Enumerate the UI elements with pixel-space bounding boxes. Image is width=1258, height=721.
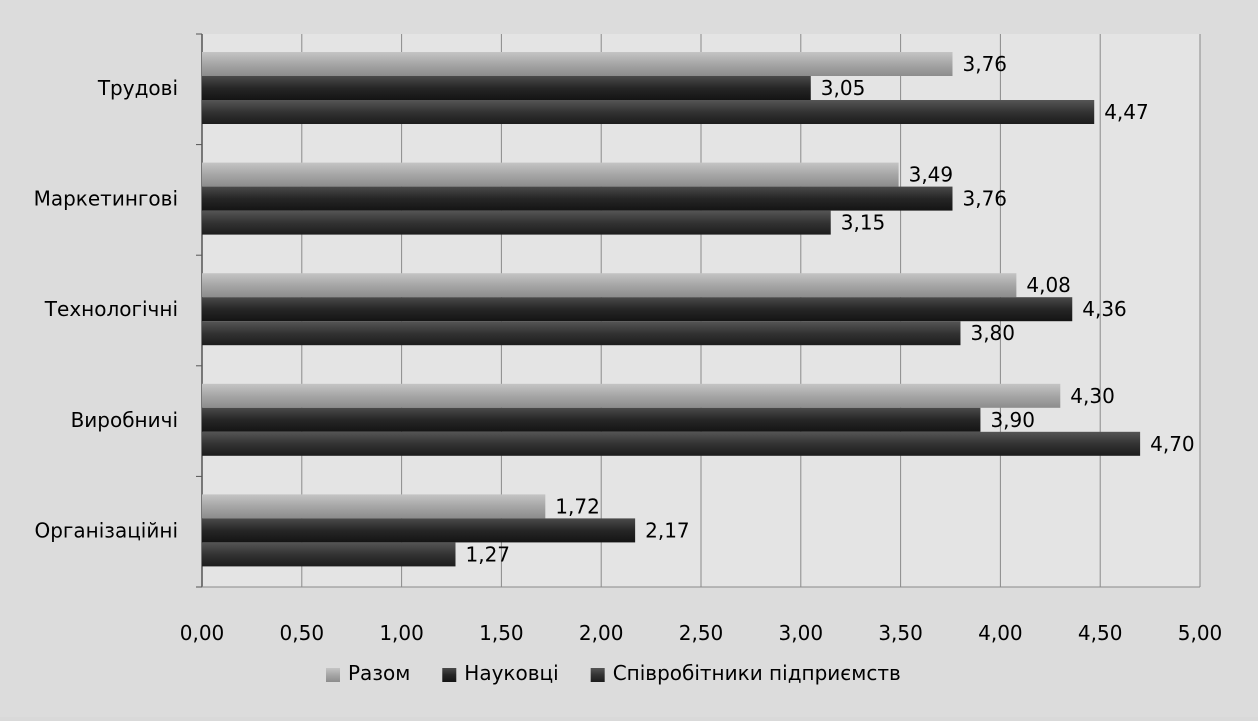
x-tick-label: 0,00 xyxy=(180,621,225,645)
bar xyxy=(202,52,953,76)
bar xyxy=(202,100,1095,124)
data-label: 4,70 xyxy=(1150,432,1195,456)
data-labels: 3,76 3,05 4,47 3,49 3,76 3,15 4,08 4,36 3,80 4,30… xyxy=(465,52,1194,566)
bar xyxy=(202,297,1073,322)
data-label: 1,27 xyxy=(465,542,510,566)
data-label: 4,30 xyxy=(1070,384,1115,408)
x-tick-label: 5,00 xyxy=(1178,621,1223,645)
legend-swatch xyxy=(442,668,457,682)
data-label: 3,49 xyxy=(909,163,954,187)
x-tick-label: 1,50 xyxy=(479,621,524,645)
x-tick-label: 4,50 xyxy=(1078,621,1123,645)
data-label: 3,80 xyxy=(970,321,1015,345)
bar xyxy=(202,431,1141,456)
data-label: 4,47 xyxy=(1104,100,1149,124)
legend: Разом Науковці Співробітники підприємств xyxy=(326,661,901,685)
x-tick-label: 3,00 xyxy=(779,621,824,645)
data-label: 4,08 xyxy=(1026,273,1071,297)
bar xyxy=(202,494,546,519)
x-tick-label: 2,00 xyxy=(579,621,624,645)
x-tick-label: 4,00 xyxy=(978,621,1023,645)
category-label: Маркетингові xyxy=(34,187,178,211)
category-label: Організаційні xyxy=(34,518,178,542)
bar xyxy=(202,518,636,543)
legend-label: Науковці xyxy=(464,661,558,685)
bar xyxy=(202,383,1061,408)
x-tick-label: 2,50 xyxy=(679,621,724,645)
x-tick-labels: 0,00 0,50 1,00 1,50 2,00 2,50 3,00 3,50 4,00 4,50… xyxy=(180,621,1223,645)
bar xyxy=(202,542,456,567)
bar xyxy=(202,321,961,346)
legend-label: Разом xyxy=(348,661,410,685)
legend-swatch xyxy=(326,668,340,682)
data-label: 3,90 xyxy=(990,408,1035,432)
data-label: 3,76 xyxy=(962,52,1007,76)
bar xyxy=(202,186,953,211)
data-label: 4,36 xyxy=(1082,297,1127,321)
category-label: Технологічні xyxy=(44,297,178,321)
bar xyxy=(202,210,831,235)
category-label: Виробничі xyxy=(71,408,178,432)
bar xyxy=(202,76,811,100)
data-label: 1,72 xyxy=(555,494,600,518)
x-tick-label: 0,50 xyxy=(280,621,325,645)
bar xyxy=(202,273,1017,298)
data-label: 3,76 xyxy=(962,187,1007,211)
data-label: 2,17 xyxy=(645,518,690,542)
x-tick-label: 3,50 xyxy=(878,621,923,645)
category-labels: Трудові Маркетингові Технологічні Виробничі… xyxy=(34,76,178,542)
x-tick-label: 1,00 xyxy=(379,621,424,645)
bars xyxy=(202,52,1141,567)
legend-swatch xyxy=(590,668,605,682)
data-label: 3,05 xyxy=(821,76,866,100)
category-label: Трудові xyxy=(97,76,178,100)
legend-label: Співробітники підприємств xyxy=(613,661,901,685)
data-label: 3,15 xyxy=(841,211,886,235)
bar xyxy=(202,407,981,432)
bar xyxy=(202,162,899,187)
